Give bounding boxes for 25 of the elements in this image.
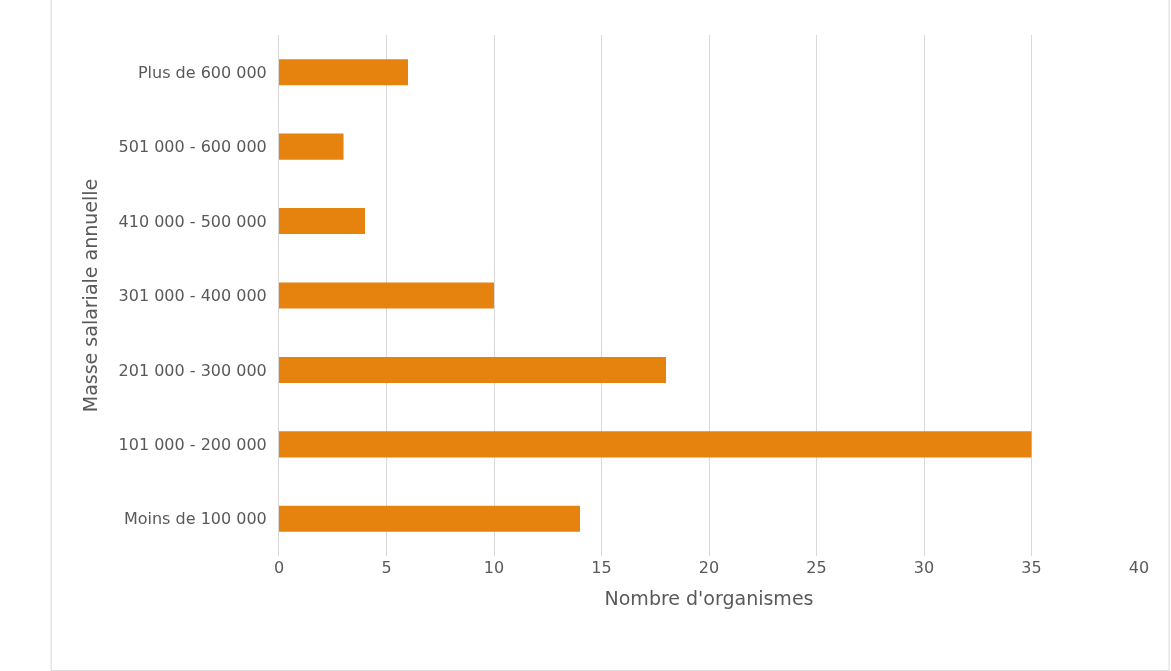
y-tick-label: 301 000 - 400 000 — [118, 286, 267, 306]
y-tick-label: Plus de 600 000 — [137, 62, 267, 82]
x-tick-label: 25 — [806, 558, 827, 577]
bar — [279, 356, 666, 383]
x-tick-label: 10 — [483, 558, 505, 577]
x-tick-label: 5 — [381, 558, 392, 577]
x-axis-title: Nombre d'organismes — [604, 586, 814, 609]
bar — [279, 431, 1032, 458]
x-tick-label: 40 — [1128, 558, 1150, 577]
x-tick-label: 15 — [591, 558, 612, 577]
y-tick-label: 201 000 - 300 000 — [118, 360, 267, 380]
x-tick-label: 20 — [698, 558, 720, 577]
y-tick-label: 501 000 - 600 000 — [118, 137, 267, 157]
bar — [279, 208, 365, 235]
x-tick-label: 0 — [273, 558, 285, 577]
y-tick-label: Moins de 100 000 — [123, 509, 267, 529]
y-tick-label: 101 000 - 200 000 — [118, 434, 267, 454]
bar — [279, 133, 344, 160]
bar — [279, 505, 580, 532]
y-tick-label: 410 000 - 500 000 — [118, 211, 267, 231]
bar — [279, 282, 494, 309]
bar — [279, 59, 408, 86]
y-axis-title: Masse salariale annuelle — [79, 178, 102, 413]
x-tick-label: 35 — [1021, 558, 1042, 577]
x-tick-label: 30 — [913, 558, 935, 577]
